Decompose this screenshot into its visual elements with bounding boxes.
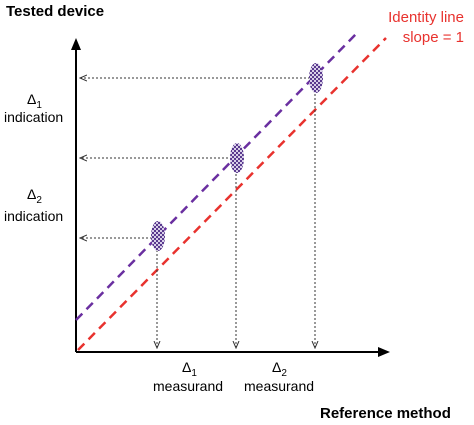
delta1-measurand-text: measurand xyxy=(153,378,223,394)
delta1-indication-text: indication xyxy=(4,109,63,125)
delta2-measurand-symbol: Δ2 xyxy=(272,359,287,379)
measurement-marker-middle xyxy=(230,143,244,173)
y-axis-arrowhead xyxy=(71,38,81,50)
delta2-indication-text: indication xyxy=(4,208,63,224)
identity-slope-label: slope = 1 xyxy=(403,29,464,46)
identity-line xyxy=(77,37,387,351)
x-axis-arrowhead xyxy=(378,347,390,357)
delta2-indication-symbol: Δ2 xyxy=(27,186,42,206)
delta1-indication-symbol: Δ1 xyxy=(27,91,42,111)
x-axis-title: Reference method xyxy=(320,405,451,422)
identity-line-label: Identity line xyxy=(388,9,464,26)
y-axis-title: Tested device xyxy=(6,3,104,20)
measurement-marker-bottom xyxy=(151,221,165,251)
measurement-marker-top xyxy=(309,63,323,93)
delta2-measurand-text: measurand xyxy=(244,378,314,394)
delta1-measurand-symbol: Δ1 xyxy=(182,359,197,379)
